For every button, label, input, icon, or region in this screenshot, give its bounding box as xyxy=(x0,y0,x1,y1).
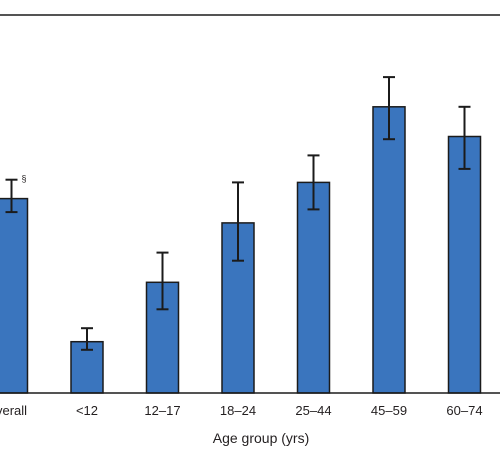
error-bar-0 xyxy=(5,178,18,214)
bar-4 xyxy=(296,181,331,394)
error-bar-6 xyxy=(458,105,471,170)
x-tick-label-2: 12–17 xyxy=(144,403,180,418)
bar-0 xyxy=(0,197,29,394)
bar-6 xyxy=(447,135,482,394)
x-tick-label-6: 60–74 xyxy=(446,403,482,418)
x-tick-label-1: <12 xyxy=(76,403,98,418)
x-tick-label-0: verall xyxy=(0,403,27,418)
error-bar-2 xyxy=(156,251,169,311)
x-tick-label-5: 45–59 xyxy=(371,403,407,418)
error-bar-4 xyxy=(307,154,320,211)
bar-5 xyxy=(372,106,406,394)
x-tick-label-3: 18–24 xyxy=(220,403,256,418)
error-bar-5 xyxy=(383,76,395,141)
error-bar-3 xyxy=(232,181,244,262)
annotation-0: § xyxy=(22,174,27,184)
error-bars xyxy=(5,76,471,351)
x-axis-title: Age group (yrs) xyxy=(213,430,309,446)
x-tick-label-4: 25–44 xyxy=(295,403,331,418)
x-tick-labels: verall <12 12–17 18–24 25–44 45–59 60–74 § xyxy=(0,174,483,418)
error-bar-1 xyxy=(81,327,93,351)
bars xyxy=(0,106,482,394)
